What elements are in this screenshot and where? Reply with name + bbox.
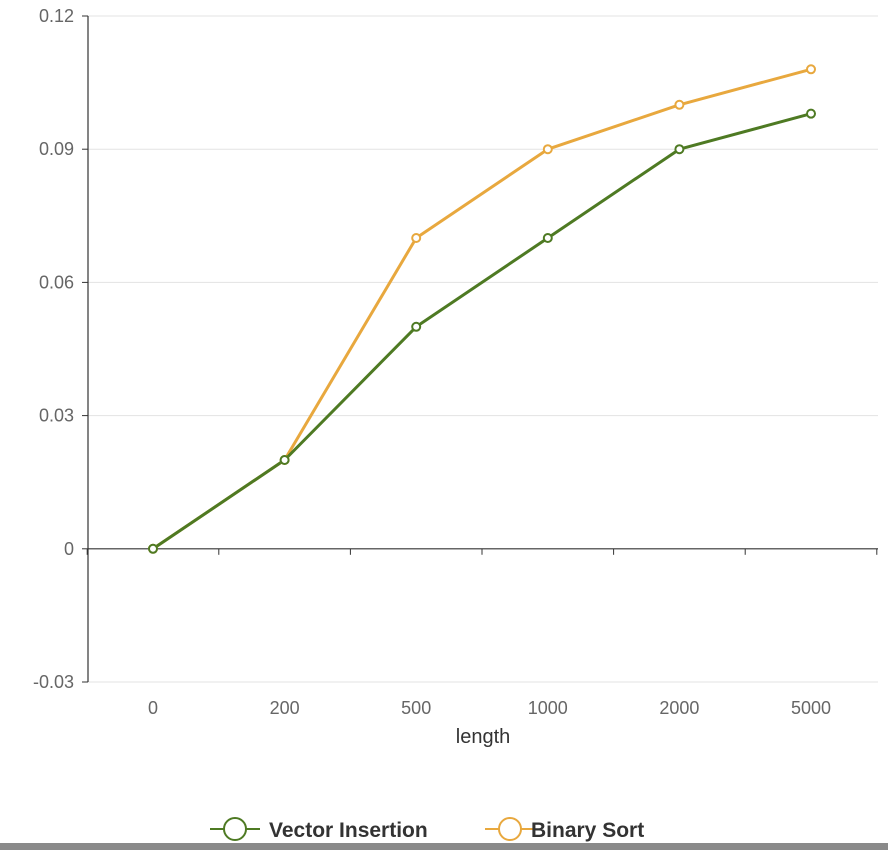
x-axis: 0 200 500 1000 2000 5000 [86, 548, 878, 718]
x-axis-title: length [456, 726, 511, 748]
x-tick-label: 0 [148, 698, 158, 718]
data-point[interactable] [279, 455, 290, 465]
series-line [152, 112, 812, 551]
y-tick-label: 0.09 [39, 139, 74, 159]
bottom-scrollbar [0, 843, 888, 850]
y-tick-label: -0.03 [33, 672, 74, 692]
legend-label: Binary Sort [531, 819, 644, 842]
y-axis: 0.12 0.09 0.06 0.03 0 -0.03 [33, 6, 89, 692]
data-point[interactable] [806, 64, 816, 75]
data-point[interactable] [411, 233, 422, 243]
legend-item[interactable]: Binary Sort [485, 817, 644, 842]
y-tick-label: 0.06 [39, 272, 74, 292]
data-point[interactable] [674, 144, 685, 155]
data-point[interactable] [542, 233, 553, 243]
legend[interactable]: Vector Insertion Binary Sort [210, 817, 644, 842]
gridlines [88, 15, 878, 683]
x-tick-label: 1000 [528, 698, 568, 718]
y-tick-label: 0 [64, 539, 74, 559]
data-point[interactable] [806, 108, 816, 119]
x-tick-label: 5000 [791, 698, 831, 718]
x-tick-label: 500 [401, 698, 431, 718]
x-tick-label: 2000 [659, 698, 699, 718]
legend-marker-icon [223, 817, 247, 841]
x-tick-label: 200 [270, 698, 300, 718]
y-tick-label: 0.03 [39, 406, 74, 426]
data-point[interactable] [148, 543, 158, 554]
legend-item[interactable]: Vector Insertion [210, 817, 428, 842]
data-point[interactable] [674, 99, 685, 110]
legend-label: Vector Insertion [269, 819, 428, 842]
series-layer [148, 64, 816, 554]
y-tick-label: 0.12 [39, 6, 74, 26]
data-point[interactable] [411, 321, 422, 332]
data-point[interactable] [542, 144, 553, 155]
legend-marker-icon [498, 817, 522, 841]
